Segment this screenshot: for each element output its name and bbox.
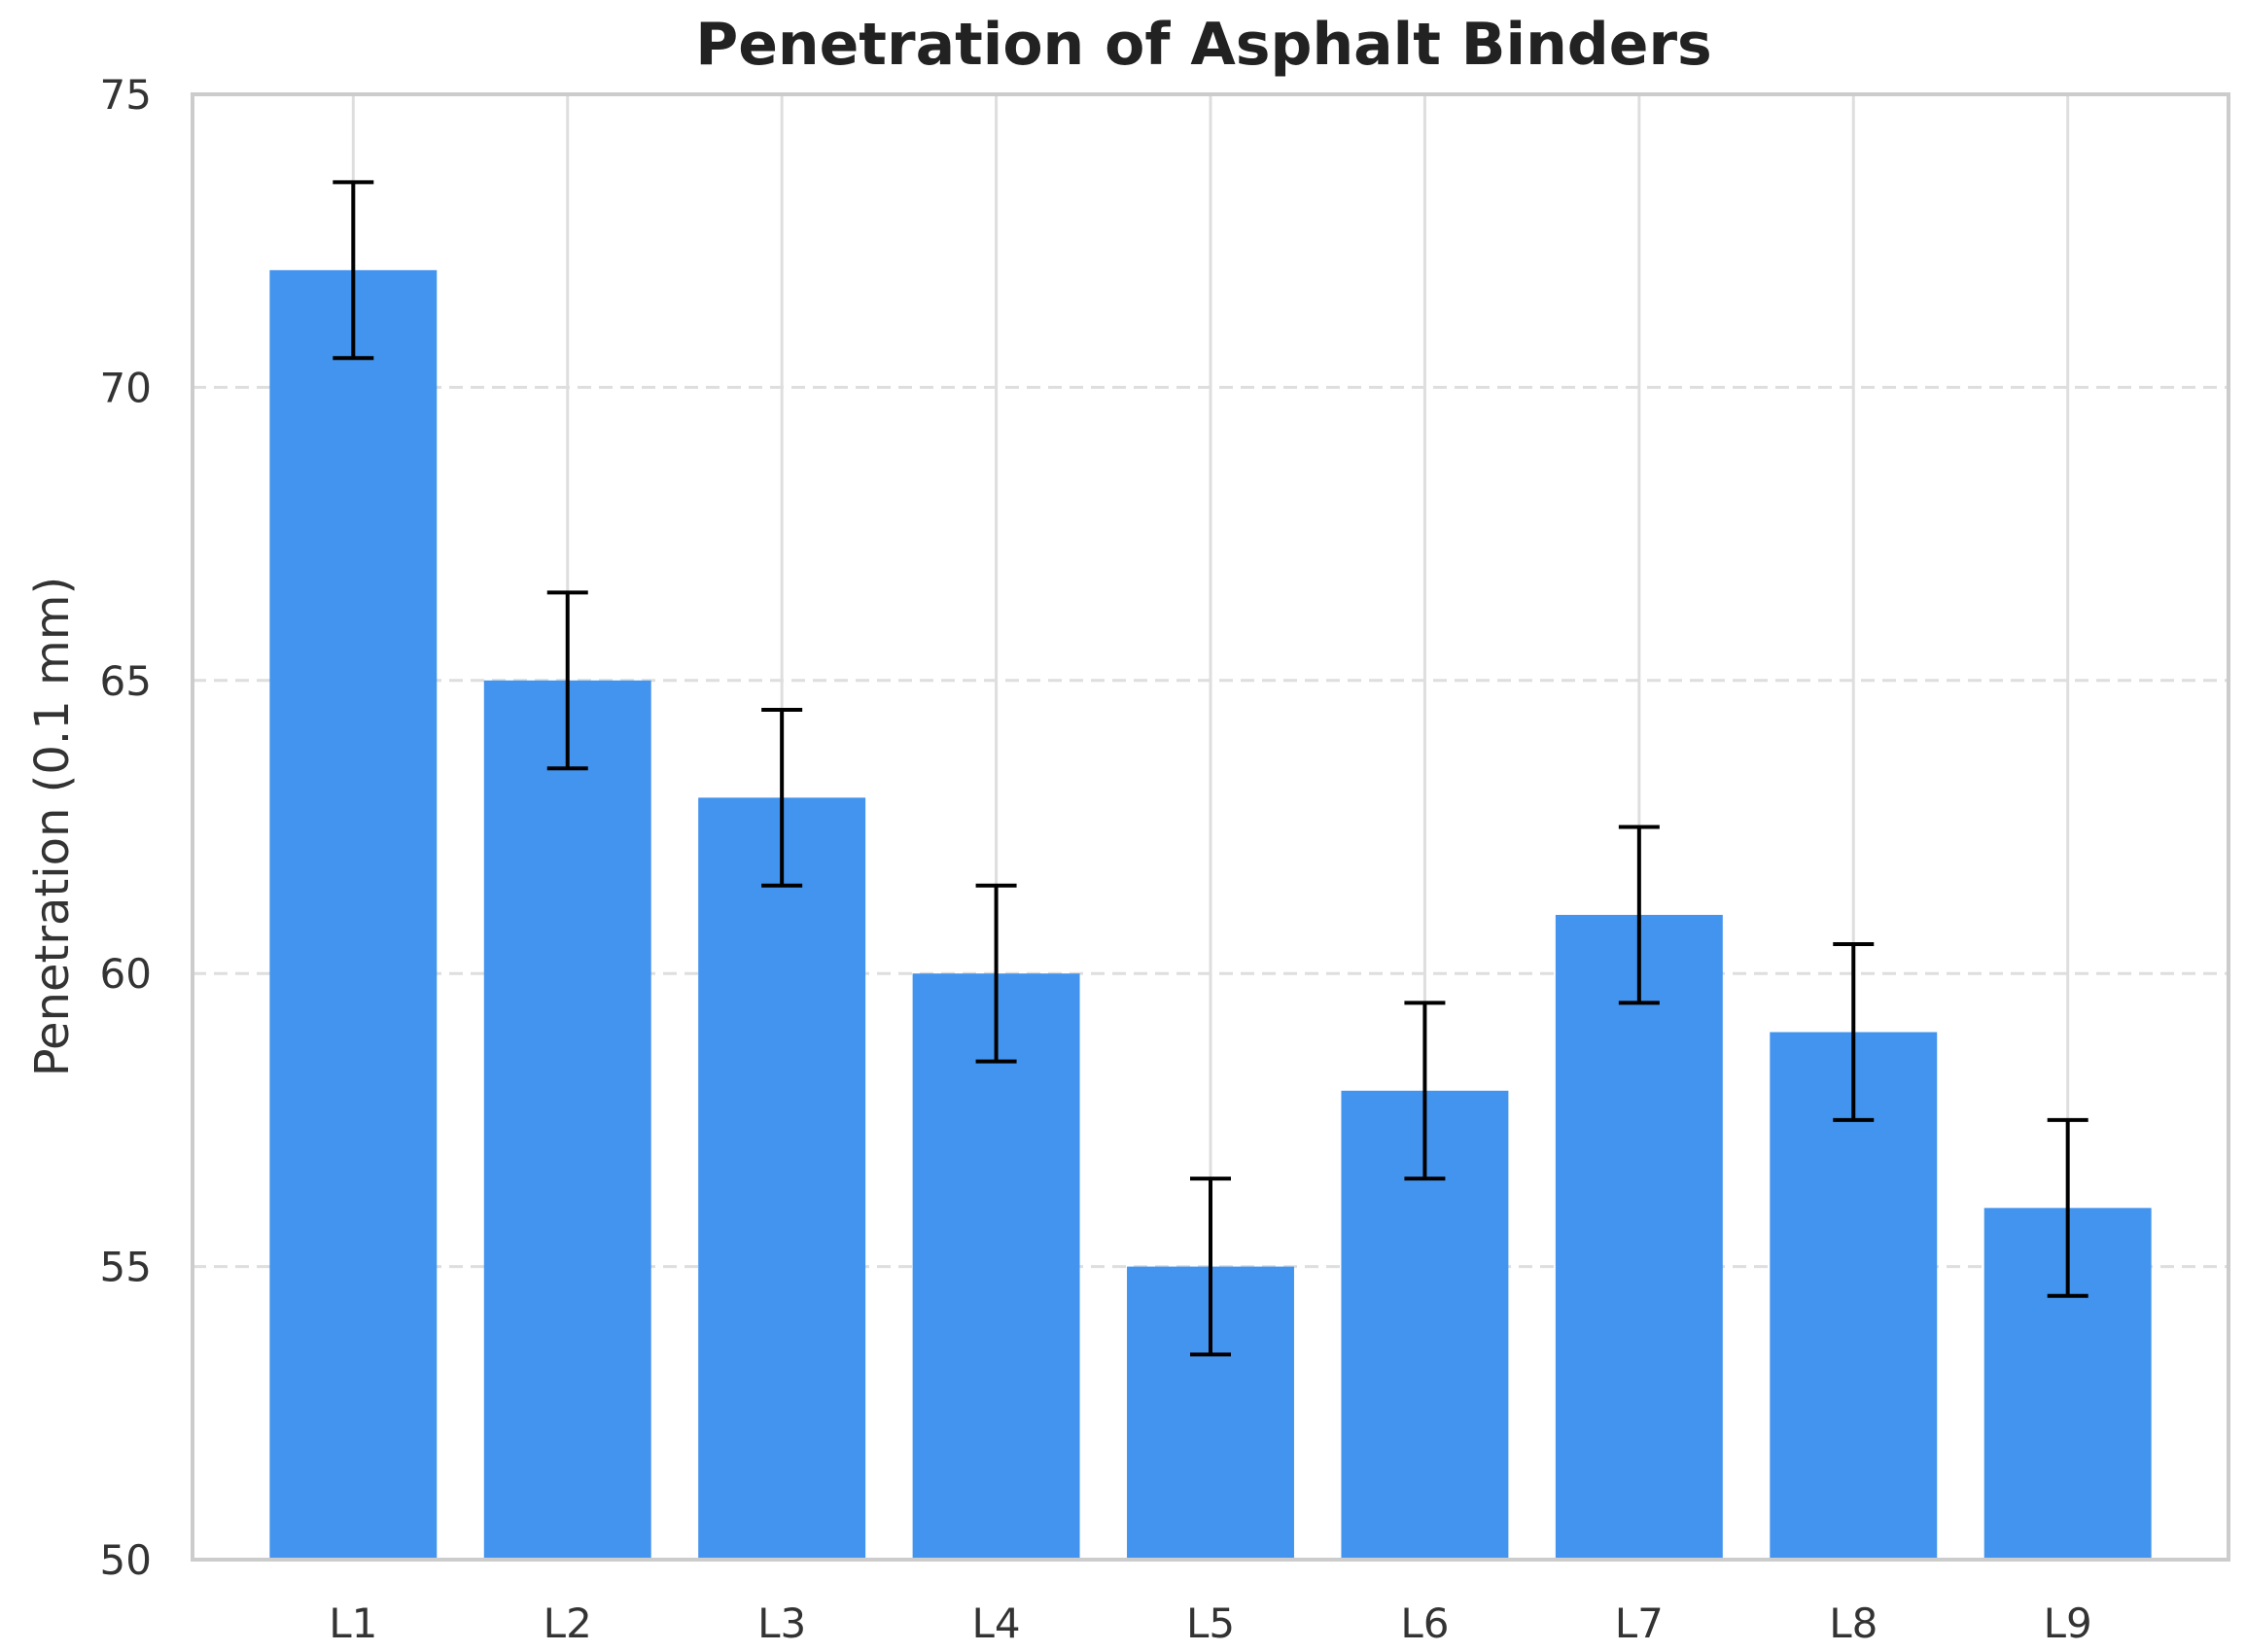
x-tick-label: L6 bbox=[1400, 1599, 1449, 1647]
plot-frame bbox=[191, 92, 2230, 1562]
x-tick-label: L3 bbox=[757, 1599, 806, 1647]
y-tick-label: 50 bbox=[100, 1536, 152, 1584]
bar-l2 bbox=[483, 680, 651, 1560]
x-tick-label: L7 bbox=[1615, 1599, 1664, 1647]
bar-l1 bbox=[269, 269, 438, 1561]
tick-labels: L1 L2 L3 L4 L5 L6 L7 L8 L9 50 55 60 65 70 75 bbox=[100, 71, 2092, 1647]
x-tick-label: L1 bbox=[329, 1599, 377, 1647]
y-axis-label: Penetration (0.1 mm) bbox=[25, 577, 80, 1076]
y-tick-label: 75 bbox=[100, 71, 152, 119]
chart-title: Penetration of Asphalt Binders bbox=[695, 11, 1712, 79]
x-tick-label: L9 bbox=[2044, 1599, 2092, 1647]
bar-l4 bbox=[912, 973, 1080, 1560]
x-tick-label: L2 bbox=[544, 1599, 592, 1647]
x-tick-label: L5 bbox=[1186, 1599, 1235, 1647]
error-bars bbox=[333, 180, 2088, 1357]
y-tick-label: 65 bbox=[100, 657, 152, 705]
bar-l3 bbox=[698, 797, 866, 1560]
y-tick-label: 70 bbox=[100, 364, 152, 411]
y-tick-label: 55 bbox=[100, 1244, 152, 1291]
x-tick-label: L8 bbox=[1829, 1599, 1878, 1647]
y-tick-label: 60 bbox=[100, 950, 152, 998]
x-tick-label: L4 bbox=[972, 1599, 1021, 1647]
bars bbox=[269, 269, 2152, 1561]
bar-l7 bbox=[1555, 914, 1723, 1560]
